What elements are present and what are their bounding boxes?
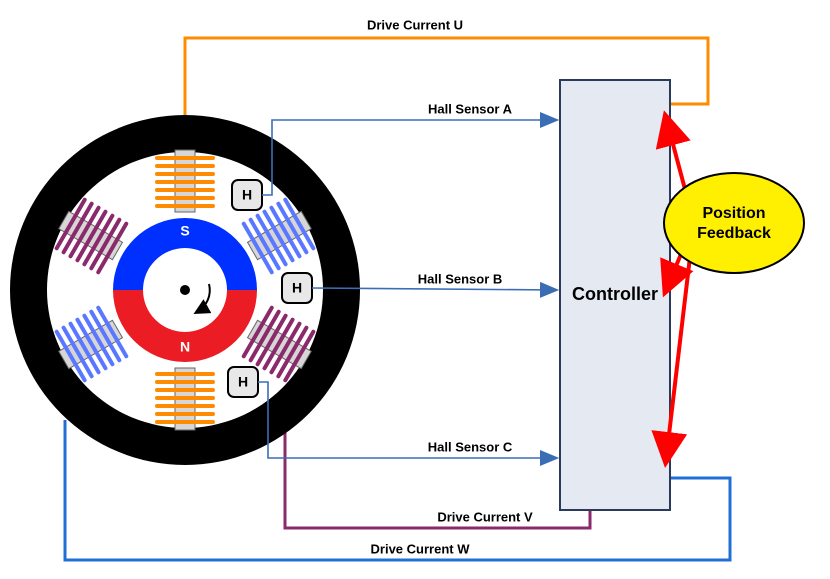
motor: S N H H H xyxy=(10,115,360,465)
hall-b: H xyxy=(282,273,312,303)
feedback-label1: Position xyxy=(702,205,765,222)
label-hall-a: Hall Sensor A xyxy=(428,101,513,116)
label-hall-b: Hall Sensor B xyxy=(418,271,503,286)
svg-text:H: H xyxy=(292,280,302,296)
label-drive-w: Drive Current W xyxy=(371,541,471,556)
feedback-callout xyxy=(664,173,804,273)
label-drive-v: Drive Current V xyxy=(437,509,533,524)
feedback-label2: Feedback xyxy=(697,225,771,242)
controller-label: Controller xyxy=(572,284,658,304)
south-label: S xyxy=(180,223,189,239)
label-drive-u: Drive Current U xyxy=(367,17,463,32)
svg-text:H: H xyxy=(238,374,248,390)
svg-text:H: H xyxy=(242,187,252,203)
hall-c: H xyxy=(228,367,258,397)
hall-a: H xyxy=(232,180,262,210)
north-label: N xyxy=(180,339,190,355)
label-hall-c: Hall Sensor C xyxy=(428,439,513,454)
